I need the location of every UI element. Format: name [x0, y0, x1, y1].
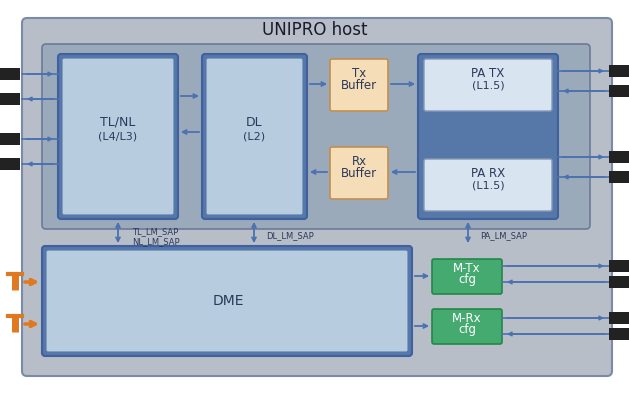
Text: M-Rx: M-Rx [452, 312, 482, 325]
FancyBboxPatch shape [330, 147, 388, 199]
Text: DL_LM_SAP: DL_LM_SAP [266, 232, 314, 240]
Text: UNIPRO host: UNIPRO host [262, 21, 367, 39]
Text: PA RX: PA RX [471, 167, 505, 180]
Text: (L2): (L2) [243, 131, 265, 141]
Text: Tx: Tx [352, 67, 366, 80]
FancyBboxPatch shape [42, 44, 590, 229]
Text: PA_LM_SAP: PA_LM_SAP [480, 232, 527, 240]
Bar [0, 133, 20, 145]
Bar [609, 312, 629, 324]
Text: TL_LM_SAP: TL_LM_SAP [132, 227, 178, 236]
FancyBboxPatch shape [62, 58, 174, 215]
FancyBboxPatch shape [42, 246, 412, 356]
Text: (L4/L3): (L4/L3) [98, 131, 138, 141]
FancyBboxPatch shape [418, 54, 558, 219]
Text: DME: DME [212, 294, 244, 308]
FancyBboxPatch shape [202, 54, 307, 219]
FancyBboxPatch shape [424, 59, 552, 111]
FancyBboxPatch shape [46, 250, 408, 352]
Text: Rx: Rx [352, 154, 367, 167]
FancyBboxPatch shape [432, 259, 502, 294]
Bar [609, 328, 629, 340]
FancyBboxPatch shape [206, 58, 303, 215]
Text: Buffer: Buffer [341, 78, 377, 91]
Text: cfg: cfg [458, 273, 476, 286]
Bar [609, 85, 629, 97]
Bar [0, 158, 20, 170]
Bar [0, 93, 20, 105]
Text: DL: DL [246, 115, 262, 128]
Text: Buffer: Buffer [341, 167, 377, 180]
Bar [609, 151, 629, 163]
FancyBboxPatch shape [58, 54, 178, 219]
FancyBboxPatch shape [432, 309, 502, 344]
Text: TL/NL: TL/NL [100, 115, 136, 128]
Bar [609, 276, 629, 288]
Text: M-Tx: M-Tx [453, 262, 481, 275]
FancyBboxPatch shape [330, 59, 388, 111]
Text: (L1.5): (L1.5) [472, 180, 504, 190]
FancyBboxPatch shape [22, 18, 612, 376]
Bar [609, 260, 629, 272]
Text: PA TX: PA TX [471, 67, 504, 80]
Text: (L1.5): (L1.5) [472, 80, 504, 90]
Text: NL_LM_SAP: NL_LM_SAP [132, 238, 180, 247]
FancyBboxPatch shape [424, 159, 552, 211]
Bar [609, 171, 629, 183]
Text: cfg: cfg [458, 323, 476, 336]
Bar [609, 65, 629, 77]
Bar [0, 68, 20, 80]
